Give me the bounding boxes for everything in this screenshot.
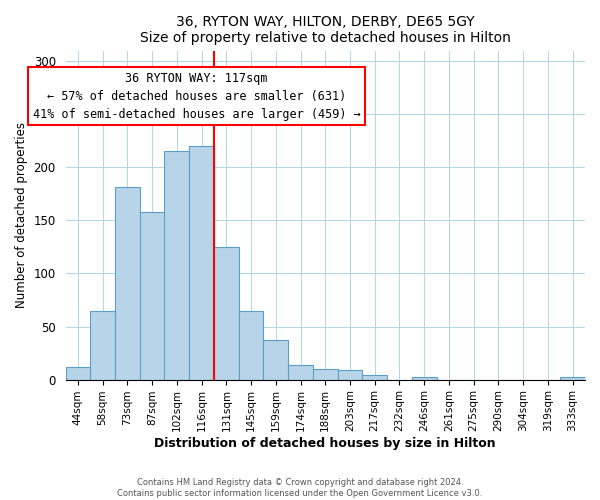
Y-axis label: Number of detached properties: Number of detached properties (15, 122, 28, 308)
Text: 36 RYTON WAY: 117sqm
← 57% of detached houses are smaller (631)
41% of semi-deta: 36 RYTON WAY: 117sqm ← 57% of detached h… (33, 72, 361, 121)
Bar (214, 247, 239, 380)
Bar (115, 188, 140, 380)
Bar (164, 152, 189, 380)
Bar (140, 212, 164, 380)
Bar (189, 146, 214, 380)
Bar (65, 367, 90, 380)
Bar (362, 376, 387, 380)
Bar (313, 369, 338, 380)
Bar (412, 378, 437, 380)
X-axis label: Distribution of detached houses by size in Hilton: Distribution of detached houses by size … (154, 437, 496, 450)
Bar (338, 370, 362, 380)
Bar (263, 340, 288, 380)
Bar (90, 310, 115, 380)
Title: 36, RYTON WAY, HILTON, DERBY, DE65 5GY
Size of property relative to detached hou: 36, RYTON WAY, HILTON, DERBY, DE65 5GY S… (140, 15, 511, 45)
Bar (239, 310, 263, 380)
Bar (560, 378, 585, 380)
Text: Contains HM Land Registry data © Crown copyright and database right 2024.
Contai: Contains HM Land Registry data © Crown c… (118, 478, 482, 498)
Bar (288, 364, 313, 380)
